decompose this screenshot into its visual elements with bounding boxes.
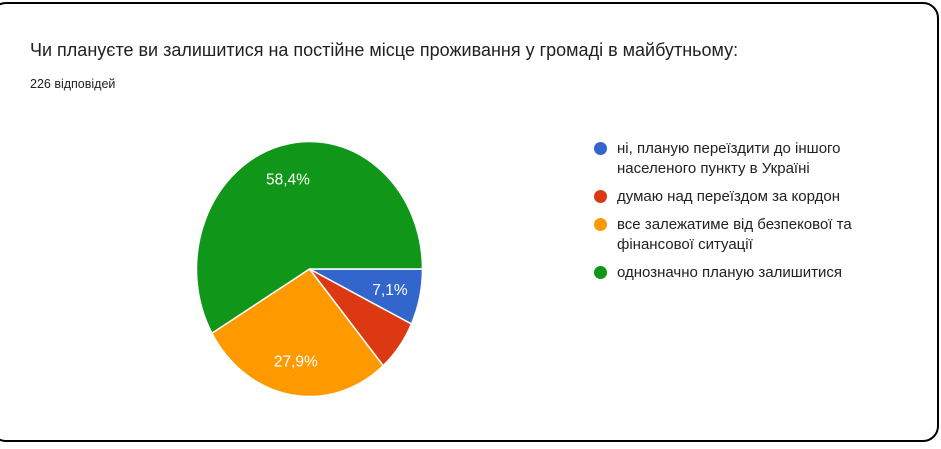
pie-slice[interactable]: [210, 267, 385, 398]
legend-label: все залежатиме від безпекової та фінансо…: [617, 216, 852, 253]
question-title: Чи плануєте ви залишитися на постійне мі…: [30, 40, 739, 60]
legend-color-dot: [594, 218, 607, 231]
legend: ні, планую переїздити до іншого населено…: [594, 139, 862, 283]
response-count: 226 відповідей: [30, 77, 116, 91]
legend-color-dot: [594, 266, 607, 279]
pie-chart: 7,1% 27,9% 58,4%: [195, 140, 424, 398]
legend-item: ні, планую переїздити до іншого населено…: [594, 139, 862, 179]
legend-color-dot: [594, 190, 607, 203]
pie-slice-label: 58,4%: [266, 172, 310, 189]
legend-label: однозначно планую залишитися: [617, 264, 843, 281]
legend-item: думаю над переїздом за кордон: [594, 187, 862, 207]
legend-label: думаю над переїздом за кордон: [617, 188, 840, 205]
legend-label: ні, планую переїздити до іншого населено…: [617, 140, 841, 177]
pie-slice-label: 27,9%: [274, 353, 318, 370]
legend-item: однозначно планую залишитися: [594, 263, 862, 283]
pie-slice-label: 7,1%: [372, 282, 408, 299]
legend-color-dot: [594, 142, 607, 155]
legend-item: все залежатиме від безпекової та фінансо…: [594, 215, 862, 255]
pie-slice[interactable]: [195, 140, 424, 335]
